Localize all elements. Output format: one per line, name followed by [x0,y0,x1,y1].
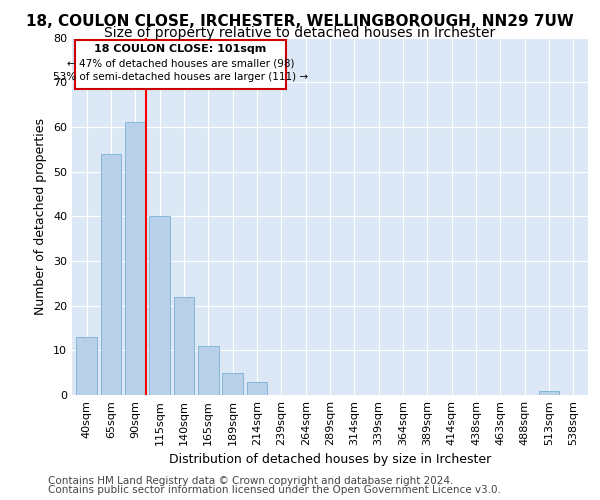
Text: 18, COULON CLOSE, IRCHESTER, WELLINGBOROUGH, NN29 7UW: 18, COULON CLOSE, IRCHESTER, WELLINGBORO… [26,14,574,29]
Text: 18 COULON CLOSE: 101sqm: 18 COULON CLOSE: 101sqm [94,44,266,54]
Y-axis label: Number of detached properties: Number of detached properties [34,118,47,315]
Bar [101,154,121,395]
Bar [222,372,243,395]
Text: Contains public sector information licensed under the Open Government Licence v3: Contains public sector information licen… [48,485,501,495]
Text: ← 47% of detached houses are smaller (98): ← 47% of detached houses are smaller (98… [67,58,295,68]
Text: Size of property relative to detached houses in Irchester: Size of property relative to detached ho… [104,26,496,40]
Bar [149,216,170,395]
Bar [173,296,194,395]
Bar [125,122,146,395]
Bar [76,337,97,395]
Text: 53% of semi-detached houses are larger (111) →: 53% of semi-detached houses are larger (… [53,72,308,83]
FancyBboxPatch shape [75,40,286,89]
Bar [539,390,559,395]
Bar [198,346,218,395]
Text: Contains HM Land Registry data © Crown copyright and database right 2024.: Contains HM Land Registry data © Crown c… [48,476,454,486]
Bar [247,382,268,395]
X-axis label: Distribution of detached houses by size in Irchester: Distribution of detached houses by size … [169,454,491,466]
